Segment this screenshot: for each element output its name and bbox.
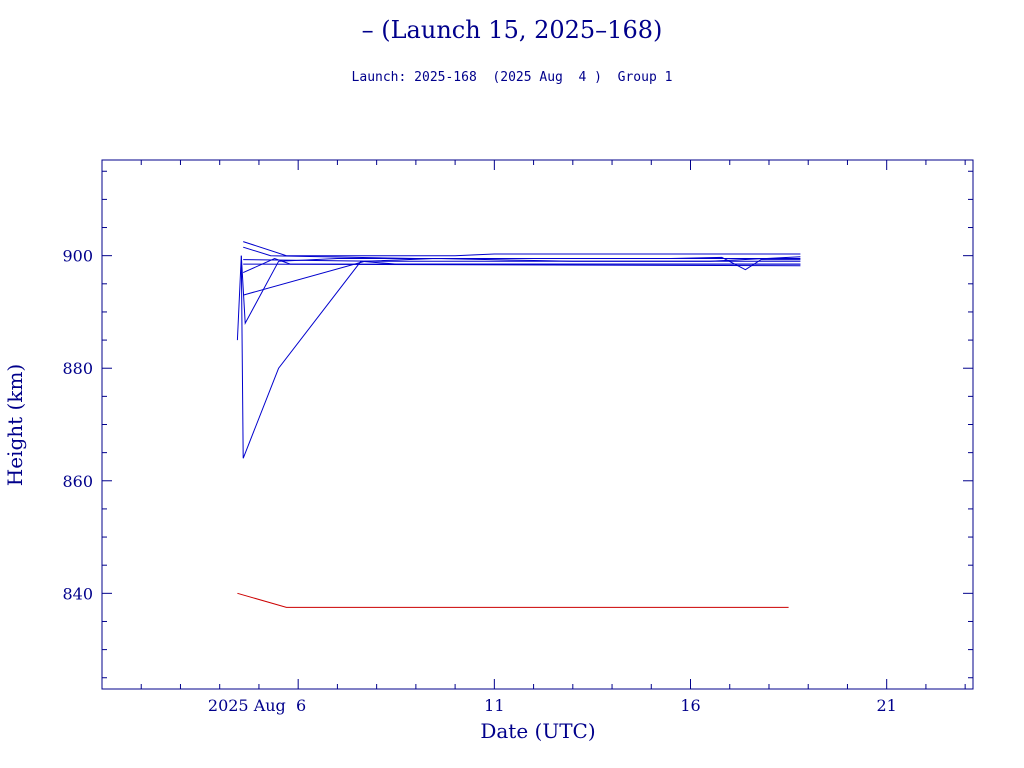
plot-frame bbox=[101, 159, 974, 690]
series-line-8 bbox=[243, 263, 801, 267]
x-tick-label: 16 bbox=[680, 696, 700, 715]
series-line-1 bbox=[236, 255, 801, 459]
y-tick-label: 880 bbox=[62, 359, 93, 378]
chart-title: – (Launch 15, 2025–168) bbox=[362, 16, 663, 44]
series-line-9 bbox=[237, 592, 789, 608]
x-tick-label: 21 bbox=[877, 696, 897, 715]
series-line-5 bbox=[243, 241, 801, 257]
x-tick-label: 2025 Aug 6 bbox=[208, 696, 306, 715]
y-tick-label: 900 bbox=[62, 247, 93, 266]
y-tick-label: 860 bbox=[62, 472, 93, 491]
series-line-7 bbox=[243, 256, 801, 262]
y-tick-label: 840 bbox=[62, 584, 93, 603]
tick-labels: 2025 Aug 6 11 16 21 840 860 880 900 bbox=[62, 247, 896, 715]
axis-ticks bbox=[102, 160, 973, 689]
x-tick-label: 11 bbox=[484, 696, 504, 715]
series-layer bbox=[236, 241, 801, 608]
series-line-6 bbox=[243, 246, 801, 271]
x-axis-label: Date (UTC) bbox=[480, 719, 595, 743]
y-axis-label: Height (km) bbox=[3, 364, 27, 486]
chart-subtitle: Launch: 2025-168 (2025 Aug 4 ) Group 1 bbox=[352, 70, 673, 85]
